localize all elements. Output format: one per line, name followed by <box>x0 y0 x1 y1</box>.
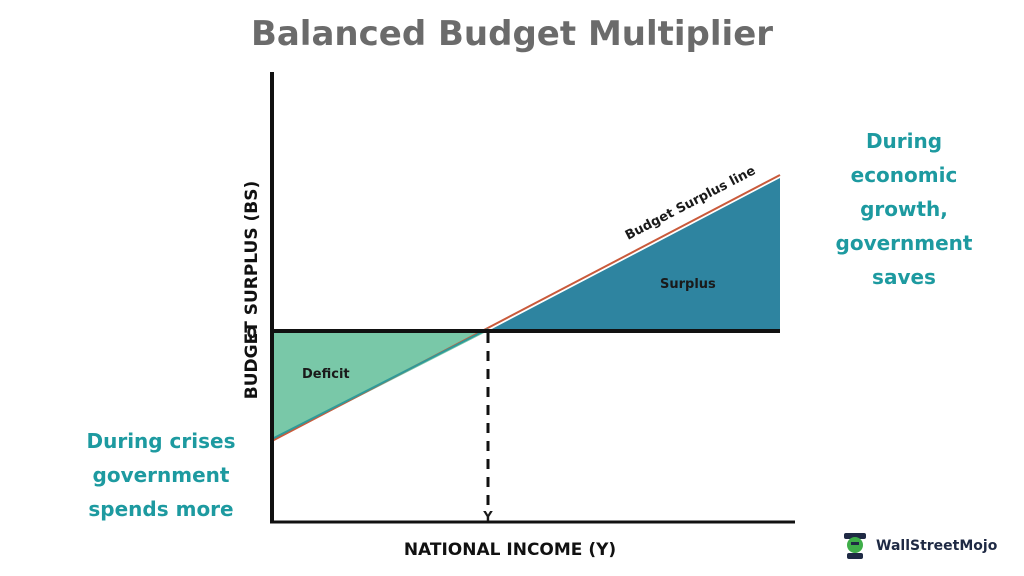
wallstreetmojo-logo: WallStreetMojo <box>840 530 997 562</box>
y-tick-label: Y <box>482 510 493 525</box>
logo-icon <box>844 533 866 559</box>
growth-annotation: During economic growth, government saves <box>835 129 973 289</box>
deficit-label: Deficit <box>302 367 350 382</box>
budget-surplus-line-shadow <box>271 328 489 440</box>
page-title: Balanced Budget Multiplier <box>250 14 774 54</box>
surplus-region <box>488 178 780 331</box>
crisis-annotation: During crises government spends more <box>86 429 236 521</box>
x-axis-label: NATIONAL INCOME (Y) <box>403 540 617 560</box>
surplus-label: Surplus <box>660 277 716 292</box>
zero-label: 0 <box>247 324 257 342</box>
logo-text: WallStreetMojo <box>876 538 998 554</box>
y-axis-label: BUDGET SURPLUS (BS) <box>242 180 262 400</box>
